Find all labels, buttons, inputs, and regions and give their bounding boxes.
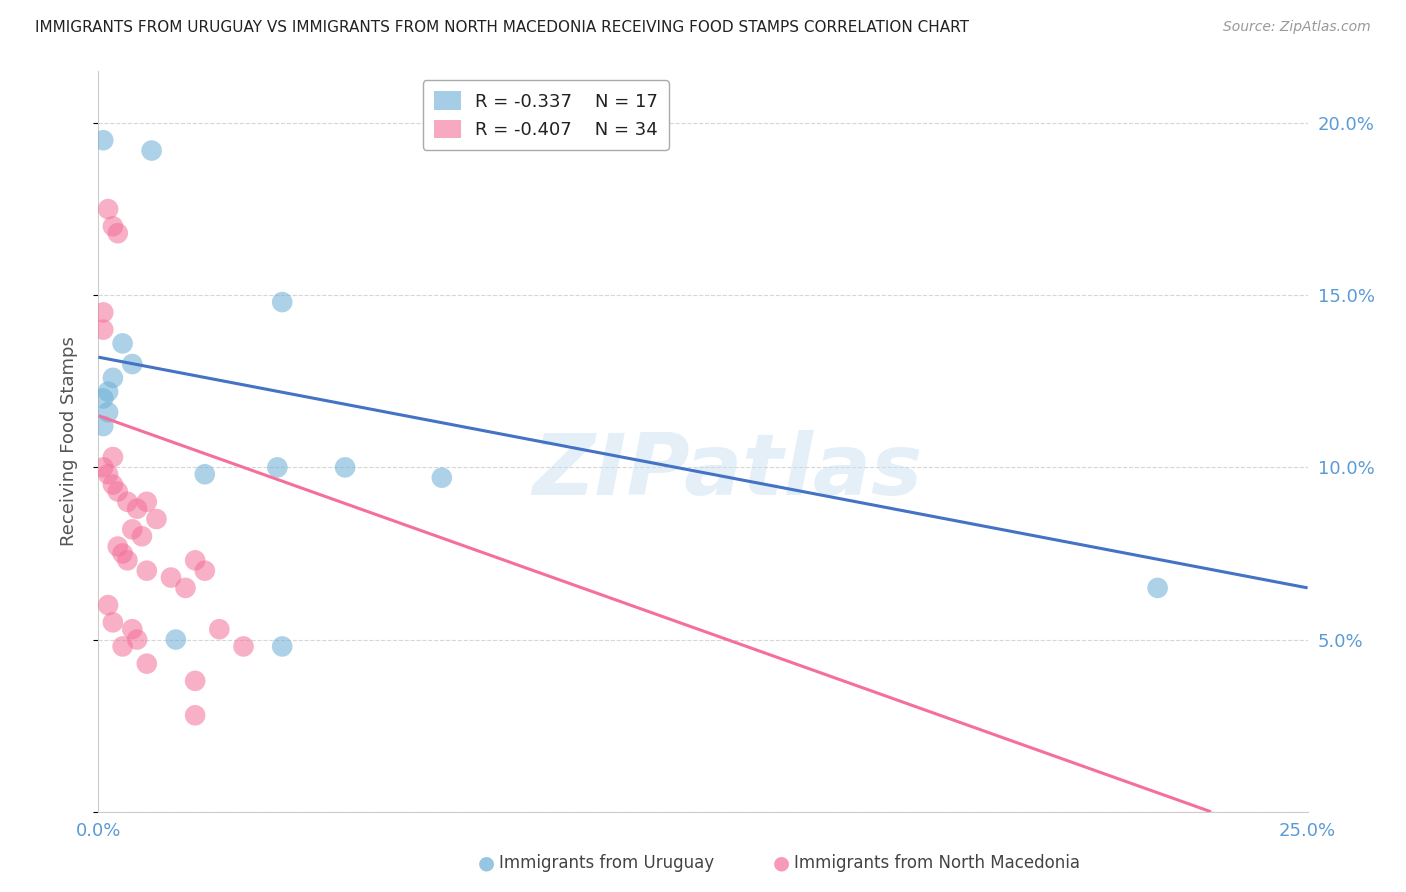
Text: IMMIGRANTS FROM URUGUAY VS IMMIGRANTS FROM NORTH MACEDONIA RECEIVING FOOD STAMPS: IMMIGRANTS FROM URUGUAY VS IMMIGRANTS FR…	[35, 20, 969, 35]
Text: ●: ●	[478, 853, 495, 872]
Point	[174, 581, 197, 595]
Point	[184, 673, 207, 688]
Point	[271, 295, 294, 310]
Point	[97, 467, 120, 482]
Point	[107, 540, 129, 554]
Point	[184, 553, 207, 567]
Point	[1146, 581, 1168, 595]
Text: Immigrants from Uruguay: Immigrants from Uruguay	[499, 854, 714, 871]
Point	[333, 460, 356, 475]
Point	[121, 522, 143, 536]
Point	[117, 495, 139, 509]
Point	[91, 460, 114, 475]
Point	[141, 144, 163, 158]
Point	[97, 202, 120, 216]
Point	[145, 512, 167, 526]
Point	[165, 632, 187, 647]
Point	[208, 622, 231, 636]
Point	[194, 467, 217, 482]
Text: Source: ZipAtlas.com: Source: ZipAtlas.com	[1223, 20, 1371, 34]
Point	[101, 477, 124, 491]
Text: Immigrants from North Macedonia: Immigrants from North Macedonia	[794, 854, 1080, 871]
Point	[117, 553, 139, 567]
Point	[121, 622, 143, 636]
Point	[127, 501, 149, 516]
Point	[184, 708, 207, 723]
Y-axis label: Receiving Food Stamps: Receiving Food Stamps	[59, 336, 77, 547]
Legend: R = -0.337    N = 17, R = -0.407    N = 34: R = -0.337 N = 17, R = -0.407 N = 34	[423, 80, 669, 150]
Point	[194, 564, 217, 578]
Point	[266, 460, 288, 475]
Point	[91, 133, 114, 147]
Text: ZIPatlas: ZIPatlas	[531, 430, 922, 513]
Point	[232, 640, 254, 654]
Point	[111, 640, 134, 654]
Point	[91, 392, 114, 406]
Point	[135, 657, 157, 671]
Point	[107, 484, 129, 499]
Point	[101, 371, 124, 385]
Point	[135, 564, 157, 578]
Point	[160, 570, 183, 584]
Point	[101, 219, 124, 234]
Point	[91, 305, 114, 319]
Point	[271, 640, 294, 654]
Point	[97, 598, 120, 612]
Point	[107, 226, 129, 240]
Point	[97, 405, 120, 419]
Point	[127, 632, 149, 647]
Point	[111, 546, 134, 560]
Point	[97, 384, 120, 399]
Point	[121, 357, 143, 371]
Point	[101, 450, 124, 464]
Point	[430, 471, 453, 485]
Text: ●: ●	[773, 853, 790, 872]
Point	[135, 495, 157, 509]
Point	[131, 529, 153, 543]
Point	[111, 336, 134, 351]
Point	[91, 323, 114, 337]
Point	[101, 615, 124, 630]
Point	[91, 419, 114, 434]
